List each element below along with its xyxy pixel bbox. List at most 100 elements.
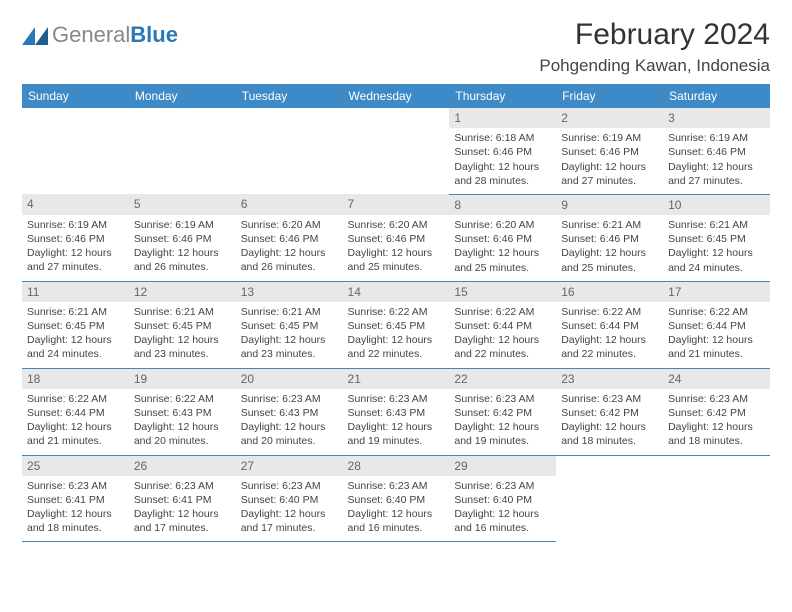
day-number: 16 xyxy=(556,282,663,302)
daylight2-text: and 21 minutes. xyxy=(27,434,124,448)
sunset-text: Sunset: 6:41 PM xyxy=(134,493,231,507)
calendar-cell: 13Sunrise: 6:21 AMSunset: 6:45 PMDayligh… xyxy=(236,281,343,368)
daylight1-text: Daylight: 12 hours xyxy=(241,420,338,434)
sunrise-text: Sunrise: 6:23 AM xyxy=(454,392,551,406)
daylight1-text: Daylight: 12 hours xyxy=(27,333,124,347)
day-number: 20 xyxy=(236,369,343,389)
calendar-cell xyxy=(236,108,343,194)
title-block: February 2024 Pohgending Kawan, Indonesi… xyxy=(539,18,770,76)
sunrise-text: Sunrise: 6:23 AM xyxy=(27,479,124,493)
daylight2-text: and 27 minutes. xyxy=(27,260,124,274)
daylight2-text: and 17 minutes. xyxy=(134,521,231,535)
calendar-row: 11Sunrise: 6:21 AMSunset: 6:45 PMDayligh… xyxy=(22,281,770,368)
daylight2-text: and 20 minutes. xyxy=(241,434,338,448)
day-number: 7 xyxy=(343,194,450,214)
calendar-cell: 15Sunrise: 6:22 AMSunset: 6:44 PMDayligh… xyxy=(449,281,556,368)
sunset-text: Sunset: 6:45 PM xyxy=(241,319,338,333)
calendar-cell: 21 Sunrise: 6:23 AMSunset: 6:43 PMDayligh… xyxy=(343,368,450,455)
sunrise-text: Sunrise: 6:19 AM xyxy=(27,218,124,232)
daylight1-text: Daylight: 12 hours xyxy=(668,246,765,260)
calendar-cell xyxy=(663,455,770,542)
daylight1-text: Daylight: 12 hours xyxy=(454,246,551,260)
sunrise-text: Sunrise: 6:22 AM xyxy=(668,305,765,319)
calendar-cell xyxy=(129,108,236,194)
calendar-cell: 28Sunrise: 6:23 AMSunset: 6:40 PMDayligh… xyxy=(343,455,450,542)
sunrise-text: Sunrise: 6:23 AM xyxy=(668,392,765,406)
calendar-cell: 18Sunrise: 6:22 AMSunset: 6:44 PMDayligh… xyxy=(22,368,129,455)
weekday-header-row: SundayMondayTuesdayWednesdayThursdayFrid… xyxy=(22,84,770,108)
daylight1-text: Daylight: 12 hours xyxy=(454,507,551,521)
calendar-row: 1Sunrise: 6:18 AMSunset: 6:46 PMDaylight… xyxy=(22,108,770,194)
daylight2-text: and 26 minutes. xyxy=(241,260,338,274)
sunrise-text: Sunrise: 6:22 AM xyxy=(27,392,124,406)
calendar-cell: 27Sunrise: 6:23 AMSunset: 6:40 PMDayligh… xyxy=(236,455,343,542)
sunset-text: Sunset: 6:45 PM xyxy=(348,319,445,333)
daylight2-text: and 23 minutes. xyxy=(134,347,231,361)
day-number: 8 xyxy=(449,195,556,215)
daylight1-text: Daylight: 12 hours xyxy=(348,246,445,260)
sunrise-text: Sunrise: 6:23 AM xyxy=(454,479,551,493)
sunrise-text: Sunrise: 6:23 AM xyxy=(348,479,445,493)
day-number: 27 xyxy=(236,456,343,476)
daylight2-text: and 18 minutes. xyxy=(561,434,658,448)
daylight2-text: and 28 minutes. xyxy=(454,174,551,188)
sunset-text: Sunset: 6:42 PM xyxy=(561,406,658,420)
sunset-text: Sunset: 6:40 PM xyxy=(348,493,445,507)
daylight2-text: and 26 minutes. xyxy=(134,260,231,274)
calendar-cell: 25Sunrise: 6:23 AMSunset: 6:41 PMDayligh… xyxy=(22,455,129,542)
daylight2-text: and 24 minutes. xyxy=(27,347,124,361)
calendar-cell: 8Sunrise: 6:20 AMSunset: 6:46 PMDaylight… xyxy=(449,194,556,281)
sunset-text: Sunset: 6:46 PM xyxy=(561,145,658,159)
sunrise-text: Sunrise: 6:23 AM xyxy=(241,479,338,493)
sunrise-text: Sunrise: 6:21 AM xyxy=(668,218,765,232)
weekday-header: Sunday xyxy=(22,84,129,108)
calendar-cell: 9Sunrise: 6:21 AMSunset: 6:46 PMDaylight… xyxy=(556,194,663,281)
sunset-text: Sunset: 6:46 PM xyxy=(561,232,658,246)
sunrise-text: Sunrise: 6:22 AM xyxy=(348,305,445,319)
day-number: 17 xyxy=(663,282,770,302)
sunset-text: Sunset: 6:43 PM xyxy=(348,406,445,420)
calendar-cell: 19Sunrise: 6:22 AMSunset: 6:43 PMDayligh… xyxy=(129,368,236,455)
day-number: 21 xyxy=(343,369,450,389)
daylight2-text: and 18 minutes. xyxy=(668,434,765,448)
calendar-cell: 17Sunrise: 6:22 AMSunset: 6:44 PMDayligh… xyxy=(663,281,770,368)
daylight2-text: and 21 minutes. xyxy=(668,347,765,361)
daylight2-text: and 20 minutes. xyxy=(134,434,231,448)
sunset-text: Sunset: 6:45 PM xyxy=(134,319,231,333)
daylight2-text: and 18 minutes. xyxy=(27,521,124,535)
sunrise-text: Sunrise: 6:21 AM xyxy=(134,305,231,319)
daylight1-text: Daylight: 12 hours xyxy=(454,160,551,174)
day-number: 15 xyxy=(449,282,556,302)
logo: GeneralBlue xyxy=(22,18,178,48)
day-number: 12 xyxy=(129,282,236,302)
weekday-header: Friday xyxy=(556,84,663,108)
sunset-text: Sunset: 6:44 PM xyxy=(454,319,551,333)
day-number: 10 xyxy=(663,195,770,215)
daylight1-text: Daylight: 12 hours xyxy=(27,507,124,521)
daylight1-text: Daylight: 12 hours xyxy=(561,160,658,174)
sunrise-text: Sunrise: 6:23 AM xyxy=(134,479,231,493)
calendar-cell: 11Sunrise: 6:21 AMSunset: 6:45 PMDayligh… xyxy=(22,281,129,368)
sunset-text: Sunset: 6:46 PM xyxy=(454,232,551,246)
sunset-text: Sunset: 6:40 PM xyxy=(241,493,338,507)
calendar-cell: 7Sunrise: 6:20 AMSunset: 6:46 PMDaylight… xyxy=(343,194,450,281)
daylight2-text: and 27 minutes. xyxy=(668,174,765,188)
calendar-cell: 12 Sunrise: 6:21 AMSunset: 6:45 PMDayligh… xyxy=(129,281,236,368)
daylight1-text: Daylight: 12 hours xyxy=(134,333,231,347)
daylight1-text: Daylight: 12 hours xyxy=(668,333,765,347)
sunrise-text: Sunrise: 6:18 AM xyxy=(454,131,551,145)
month-title: February 2024 xyxy=(539,18,770,52)
day-number: 2 xyxy=(556,108,663,128)
day-number: 19 xyxy=(129,369,236,389)
daylight1-text: Daylight: 12 hours xyxy=(668,160,765,174)
daylight1-text: Daylight: 12 hours xyxy=(348,420,445,434)
sunrise-text: Sunrise: 6:19 AM xyxy=(134,218,231,232)
sunrise-text: Sunrise: 6:23 AM xyxy=(348,392,445,406)
day-number: 14 xyxy=(343,282,450,302)
daylight2-text: and 22 minutes. xyxy=(348,347,445,361)
day-number: 6 xyxy=(236,194,343,214)
calendar-cell: 24Sunrise: 6:23 AMSunset: 6:42 PMDayligh… xyxy=(663,368,770,455)
daylight2-text: and 16 minutes. xyxy=(454,521,551,535)
day-number: 1 xyxy=(449,108,556,128)
location: Pohgending Kawan, Indonesia xyxy=(539,56,770,76)
